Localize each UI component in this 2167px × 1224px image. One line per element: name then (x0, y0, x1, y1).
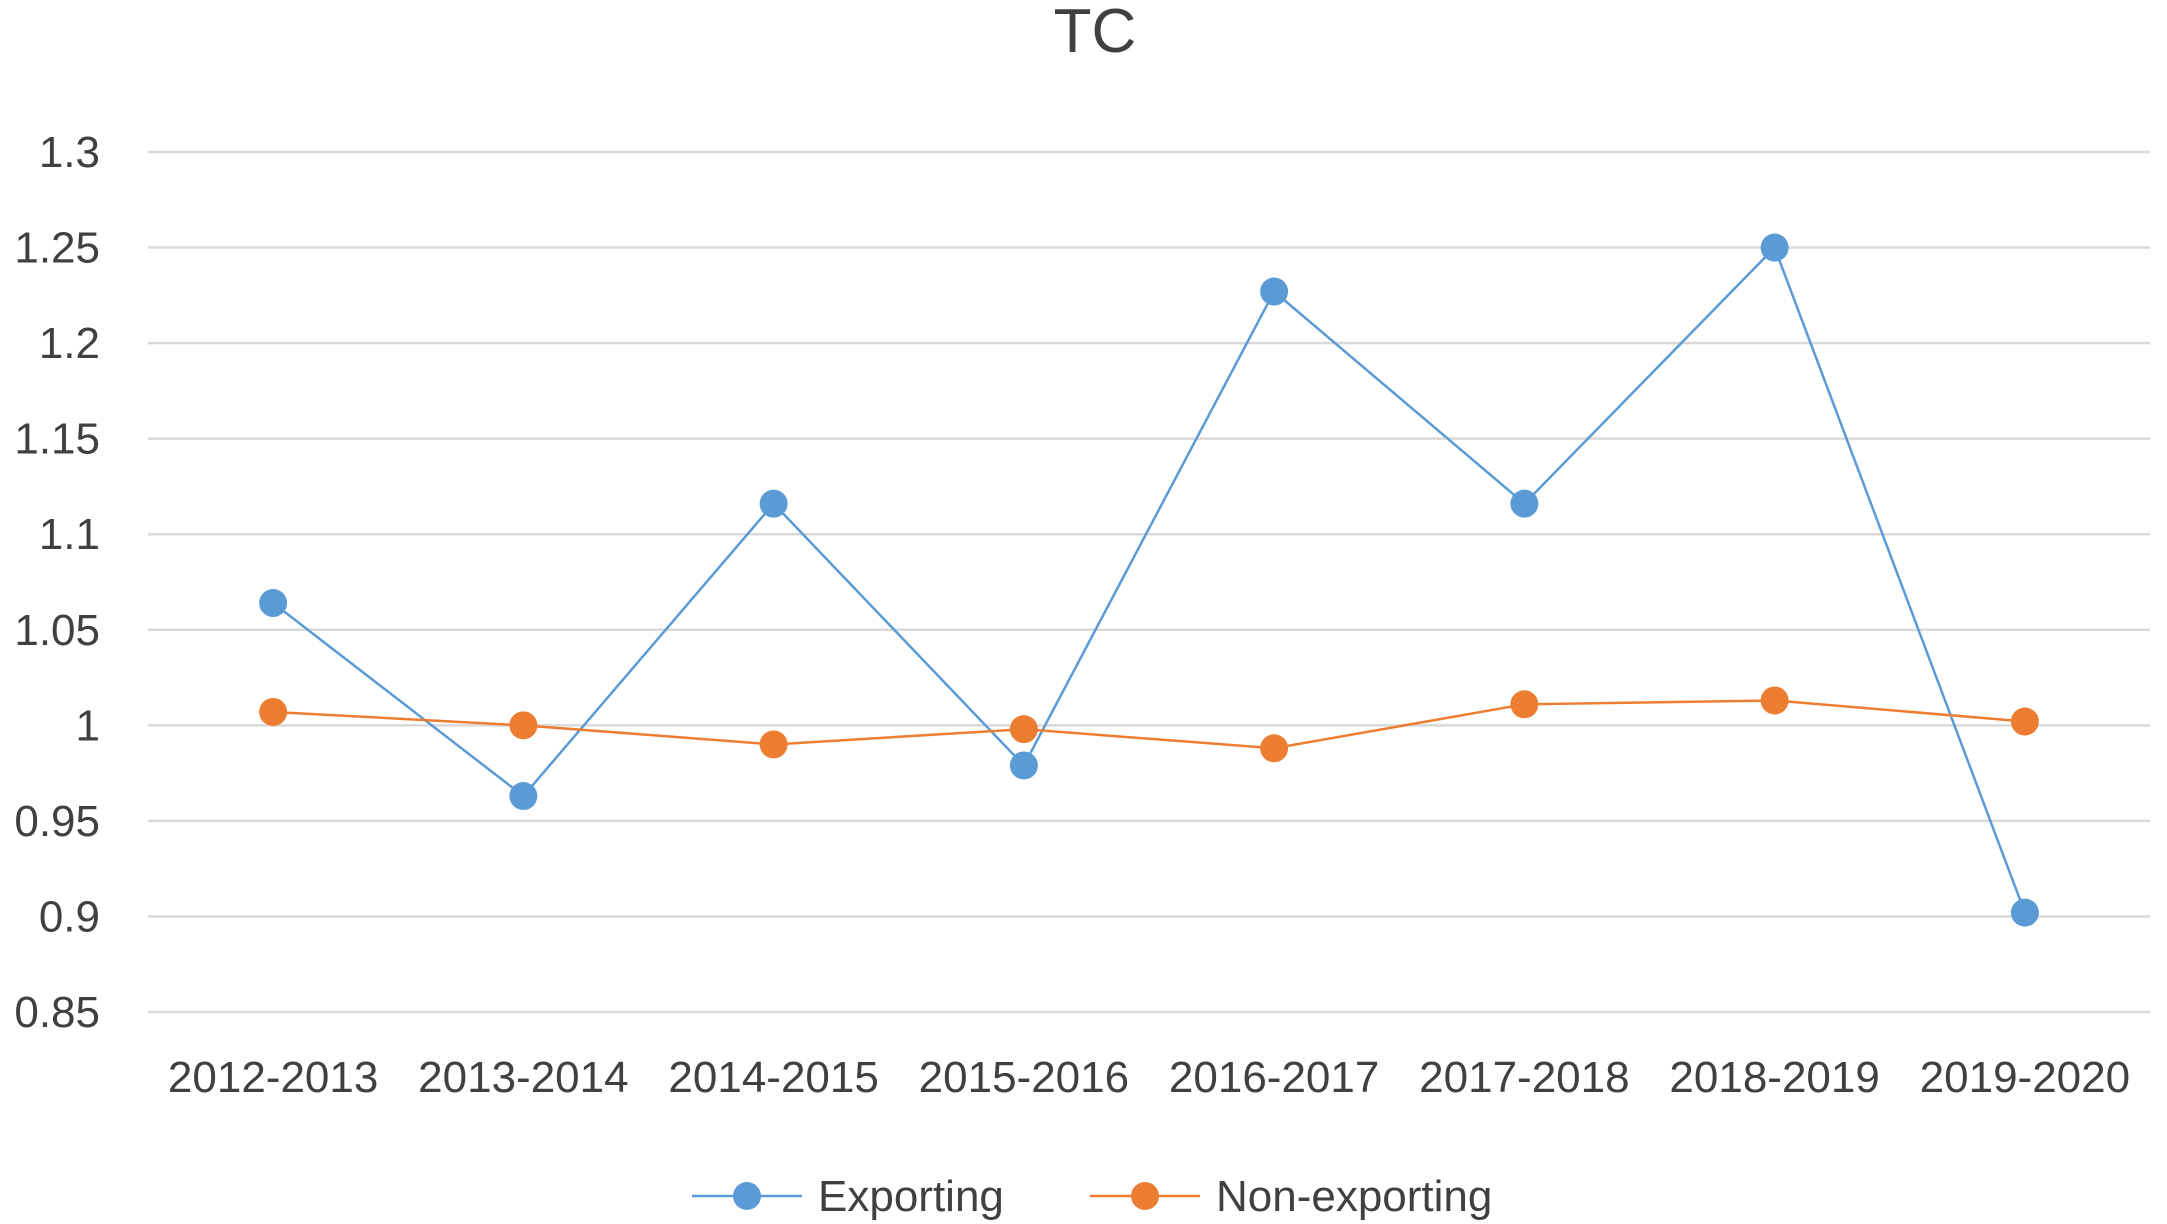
gridlines (148, 150, 2150, 1014)
x-tick-label: 2013-2014 (418, 1053, 628, 1102)
y-tick-label: 1.15 (14, 415, 100, 464)
y-tick-label: 0.95 (14, 797, 100, 846)
data-point (1510, 489, 1539, 518)
y-tick-label: 1.3 (39, 128, 100, 177)
series-line (272, 245, 2027, 914)
legend-marker (733, 1182, 761, 1210)
data-point (759, 730, 788, 759)
x-tick-label: 2016-2017 (1169, 1053, 1379, 1102)
x-tick-label: 2019-2020 (1920, 1053, 2130, 1102)
data-point (1009, 751, 1038, 780)
data-series (259, 233, 2039, 927)
x-tick-label: 2015-2016 (919, 1053, 1129, 1102)
legend-marker (1131, 1182, 1159, 1210)
data-point (1760, 233, 1789, 262)
y-tick-label: 1.2 (39, 319, 100, 368)
data-point (509, 711, 538, 740)
data-point (509, 782, 538, 811)
x-tick-label: 2018-2019 (1669, 1053, 1879, 1102)
legend-item: Non-exporting (1090, 1172, 1492, 1221)
data-point (1510, 690, 1539, 719)
y-tick-label: 0.85 (14, 988, 100, 1037)
x-axis-tick-labels: 2012-2013 2013-2014 2014-2015 2015-2016 2016… (168, 1053, 2130, 1102)
y-tick-label: 0.9 (39, 892, 100, 941)
y-tick-label: 1 (76, 701, 100, 750)
data-point (759, 489, 788, 518)
data-point (1009, 715, 1038, 744)
y-tick-label: 1.05 (14, 606, 100, 655)
data-point (259, 589, 288, 618)
legend-label: Non-exporting (1216, 1172, 1492, 1221)
data-point (1760, 686, 1789, 715)
data-point (1260, 734, 1289, 763)
legend-label: Exporting (818, 1172, 1004, 1221)
data-point (1260, 277, 1289, 306)
chart-title: TC (1054, 0, 1137, 66)
y-axis-tick-labels: 0.85 0.9 0.95 1 1.05 1.1 1.15 1.2 1.25 1.3 (14, 128, 100, 1037)
x-tick-label: 2014-2015 (668, 1053, 878, 1102)
y-tick-label: 1.25 (14, 224, 100, 273)
series-1 (259, 233, 2039, 927)
x-tick-label: 2017-2018 (1419, 1053, 1629, 1102)
legend-item: Exporting (692, 1172, 1004, 1221)
series-line (273, 699, 2025, 750)
y-tick-label: 1.1 (39, 510, 100, 559)
x-tick-label: 2012-2013 (168, 1053, 378, 1102)
series-2 (259, 686, 2039, 763)
legend: Exporting Non-exporting (692, 1172, 1492, 1221)
data-point (2010, 898, 2039, 927)
data-point (2010, 707, 2039, 736)
data-point (259, 697, 288, 726)
